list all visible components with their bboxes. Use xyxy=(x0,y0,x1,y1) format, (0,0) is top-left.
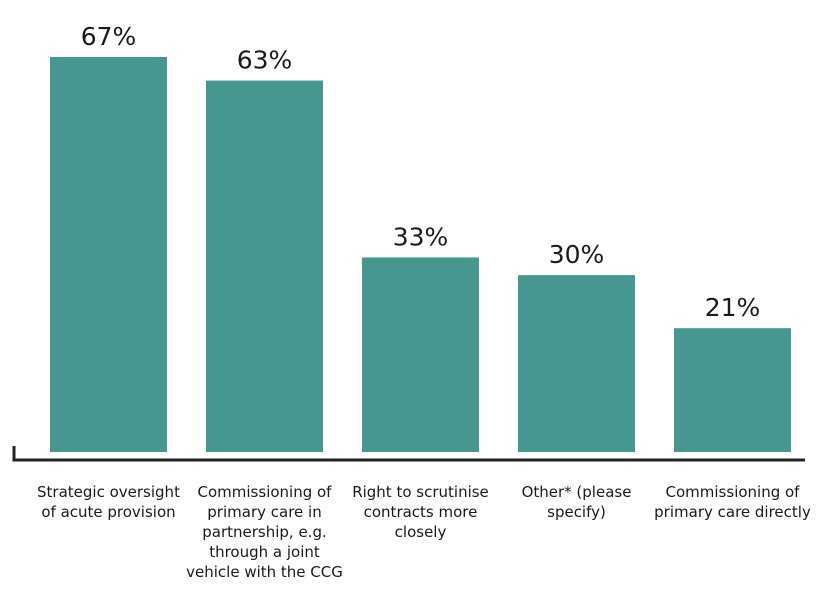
category-label-line: partnership, e.g. xyxy=(202,523,327,541)
bar-2 xyxy=(362,257,479,452)
x-axis-line xyxy=(12,446,805,462)
category-label-line: Right to scrutinise xyxy=(352,483,489,501)
category-label-line: of acute provision xyxy=(41,503,175,521)
category-label-line: Other* (please xyxy=(522,483,632,501)
bar-4 xyxy=(674,328,791,452)
value-labels-group: 67% 63% 33% 30% 21% xyxy=(81,22,761,322)
category-label-line: primary care in xyxy=(207,503,321,521)
category-label-line: Commissioning of xyxy=(198,483,333,501)
category-label-3: Other* (please specify) xyxy=(522,483,632,521)
value-label-4: 21% xyxy=(705,293,761,322)
category-label-2: Right to scrutinise contracts more closely xyxy=(352,483,489,541)
category-label-line: Strategic oversight xyxy=(37,483,180,501)
bar-1 xyxy=(206,80,323,452)
category-label-line: primary care directly xyxy=(654,503,811,521)
bar-0 xyxy=(50,57,167,452)
category-label-4: Commissioning of primary care directly xyxy=(654,483,811,521)
value-label-0: 67% xyxy=(81,22,137,51)
category-label-line: vehicle with the CCG xyxy=(186,563,343,581)
bars-group xyxy=(50,57,791,452)
category-label-line: closely xyxy=(395,523,447,541)
category-label-line: Commissioning of xyxy=(666,483,801,501)
value-label-3: 30% xyxy=(549,240,605,269)
category-label-line: specify) xyxy=(547,503,606,521)
category-label-line: through a joint xyxy=(209,543,320,561)
category-label-0: Strategic oversight of acute provision xyxy=(37,483,180,521)
value-label-1: 63% xyxy=(237,46,293,75)
category-labels-group: Strategic oversight of acute provision Com… xyxy=(37,483,811,581)
bar-3 xyxy=(518,275,635,452)
category-label-1: Commissioning of primary care in partnersh… xyxy=(186,483,343,581)
category-label-line: contracts more xyxy=(364,503,478,521)
value-label-2: 33% xyxy=(393,222,449,251)
